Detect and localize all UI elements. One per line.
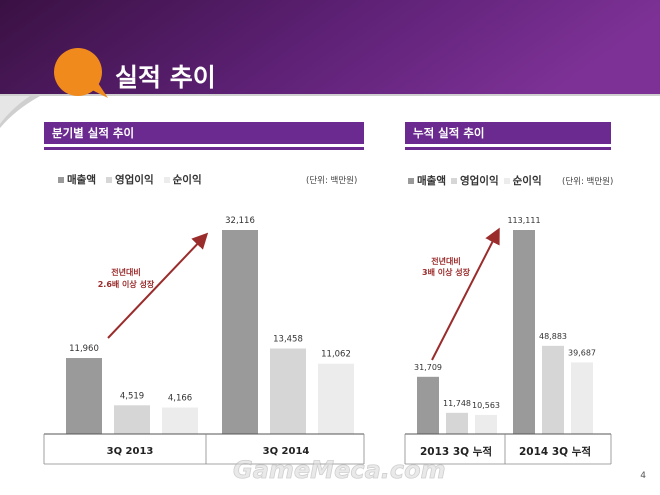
bar-revenue-0: [66, 358, 102, 434]
data-label: 31,709: [414, 363, 442, 372]
legend-item-revenue: 매출액: [58, 172, 96, 187]
annotation-line1-left: 전년대비: [111, 267, 140, 277]
data-label: 11,960: [69, 344, 99, 354]
bar-net-profit-1: [571, 362, 593, 434]
bar-operating-profit-0: [114, 405, 150, 434]
bar-operating-profit-1: [270, 348, 306, 434]
growth-arrow-right: [431, 227, 500, 361]
bar-revenue-0: [417, 376, 439, 434]
legend-swatch: [58, 176, 64, 183]
unit-label-cumulative: (단위: 백만원): [562, 177, 614, 187]
data-label: 10,563: [472, 401, 500, 410]
section-title-cumulative: 누적 실적 추이: [405, 122, 611, 144]
legend-item-net: 순이익: [503, 173, 542, 188]
data-label: 13,458: [273, 335, 303, 345]
data-label: 4,519: [120, 391, 144, 401]
bar-revenue-1: [513, 230, 535, 434]
annotation-line2-left: 2.6배 이상 성장: [98, 279, 155, 289]
bar-operating-profit-0: [446, 412, 468, 434]
bar-net-profit-0: [162, 407, 198, 434]
category-label: 3Q 2013: [107, 446, 154, 457]
unit-label-quarterly: (단위: 백만원): [306, 176, 358, 186]
legend-swatch: [105, 176, 112, 183]
data-label: 32,116: [225, 216, 255, 226]
bar-net-profit-1: [318, 363, 354, 434]
data-label: 113,111: [507, 216, 540, 225]
page-title: 실적 추이: [115, 63, 216, 92]
category-label: 3Q 2014: [263, 446, 310, 457]
watermark-text: GameMeca.com: [233, 456, 446, 484]
page-number: 4: [640, 471, 646, 481]
data-label: 11,062: [321, 350, 351, 360]
legend-item-operating: 영업이익: [105, 172, 154, 187]
data-label: 4,166: [168, 394, 192, 404]
legend-swatch: [408, 177, 414, 184]
header-band: [0, 0, 660, 94]
legend-swatch: [163, 176, 170, 183]
section-divider-left: [44, 147, 364, 150]
section-title-quarterly: 분기별 실적 추이: [44, 122, 364, 144]
legend-quarterly: 매출액 영업이익 순이익: [58, 172, 212, 187]
bar-operating-profit-1: [542, 345, 564, 434]
watermark-logo: GameMeca.com: [233, 456, 446, 485]
category-label: 2013 3Q 누적: [420, 445, 492, 458]
quarterly-chart: 11,960 4,519 4,166 32,116 13,458 11,062 3Q 201…: [43, 216, 365, 465]
speech-bubble-icon: [54, 48, 108, 98]
legend-swatch: [450, 177, 457, 184]
annotation-line2-right: 3배 이상 성장: [422, 267, 471, 277]
bar-net-profit-0: [475, 414, 497, 434]
data-label: 11,748: [443, 399, 471, 408]
legend-item-revenue: 매출액: [408, 173, 446, 188]
growth-arrow-left: [107, 232, 209, 339]
category-label: 2014 3Q 누적: [519, 445, 591, 458]
bar-revenue-1: [222, 230, 258, 434]
legend-item-net: 순이익: [163, 172, 202, 187]
legend-cumulative: 매출액 영업이익 순이익: [408, 173, 547, 188]
data-label: 48,883: [539, 332, 567, 341]
legend-item-operating: 영업이익: [450, 173, 499, 188]
annotation-line1-right: 전년대비: [431, 256, 460, 266]
legend-swatch: [503, 177, 510, 184]
section-divider-right: [405, 147, 611, 150]
data-label: 39,687: [568, 348, 596, 357]
